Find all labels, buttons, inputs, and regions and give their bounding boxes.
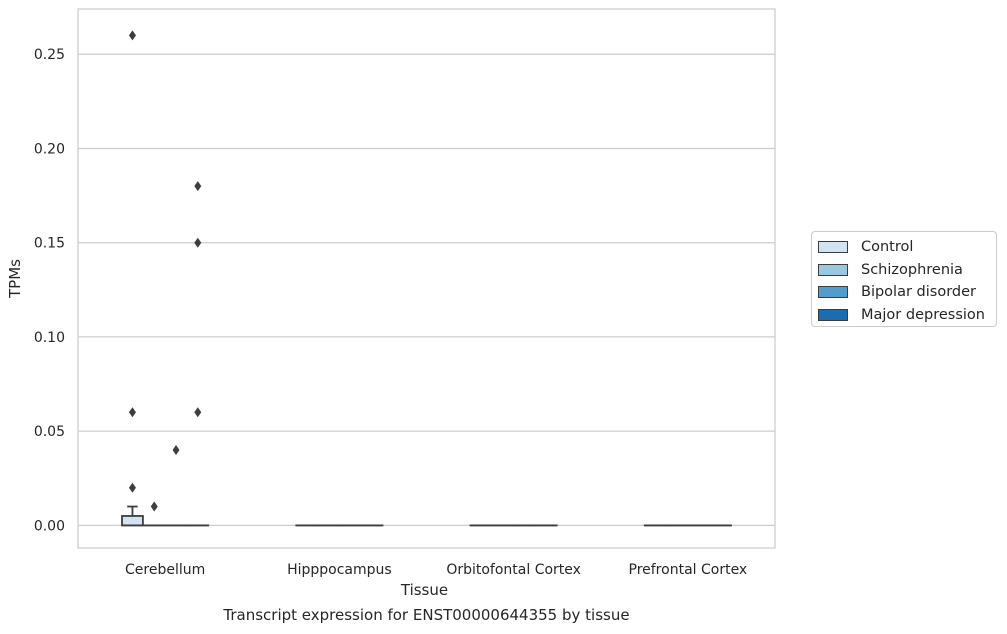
legend-label: Schizophrenia (861, 261, 963, 278)
outlier-point (150, 501, 158, 512)
y-tick-label: 0.00 (34, 518, 65, 534)
legend: Control Schizophrenia Bipolar disorder M… (811, 231, 997, 327)
legend-label: Bipolar disorder (861, 284, 976, 301)
y-axis-label: TPMs (6, 259, 24, 299)
y-tick-label: 0.05 (34, 424, 65, 440)
legend-swatch (818, 263, 848, 276)
legend-item-major-depression: Major depression (818, 304, 996, 327)
box-0-2 (164, 445, 188, 527)
y-tick-label: 0.25 (34, 47, 65, 63)
y-tick-label: 0.20 (34, 141, 65, 157)
legend-swatch (818, 309, 848, 322)
outlier-point (172, 445, 180, 455)
box-0-1 (142, 501, 166, 527)
legend-item-schizophrenia: Schizophrenia (818, 259, 996, 282)
x-tick-label: Hipppocampus (287, 562, 392, 578)
outlier-point (128, 482, 136, 493)
legend-label: Major depression (861, 307, 985, 324)
legend-item-bipolar-disorder: Bipolar disorder (818, 281, 996, 304)
x-axis-label: Tissue (400, 581, 448, 599)
box-0-3 (186, 181, 210, 527)
outlier-point (194, 407, 202, 418)
outlier-point (194, 181, 202, 192)
box-body (121, 515, 144, 527)
box-0-0 (121, 30, 144, 527)
x-tick-label: Cerebellum (125, 562, 205, 578)
outlier-point (194, 237, 202, 248)
legend-item-control: Control (818, 236, 996, 259)
legend-swatch (818, 286, 848, 299)
x-tick-label: Prefrontal Cortex (629, 562, 748, 578)
y-tick-label: 0.10 (34, 330, 65, 346)
figure-caption: Transcript expression for ENST0000064435… (223, 606, 630, 624)
legend-label: Control (861, 239, 914, 256)
grid-lines (78, 53, 775, 527)
plot-frame (77, 8, 776, 549)
outlier-point (128, 30, 136, 41)
x-tick-label: Orbitofontal Cortex (446, 562, 581, 578)
box-marks (121, 30, 732, 527)
outlier-point (128, 407, 136, 418)
x-tick-labels: Cerebellum Hipppocampus Orbitofontal Corte… (125, 562, 747, 578)
y-tick-label: 0.15 (34, 236, 65, 252)
y-tick-labels: 0.00 0.05 0.10 0.15 0.20 0.25 (34, 47, 65, 534)
legend-swatch (818, 241, 848, 254)
